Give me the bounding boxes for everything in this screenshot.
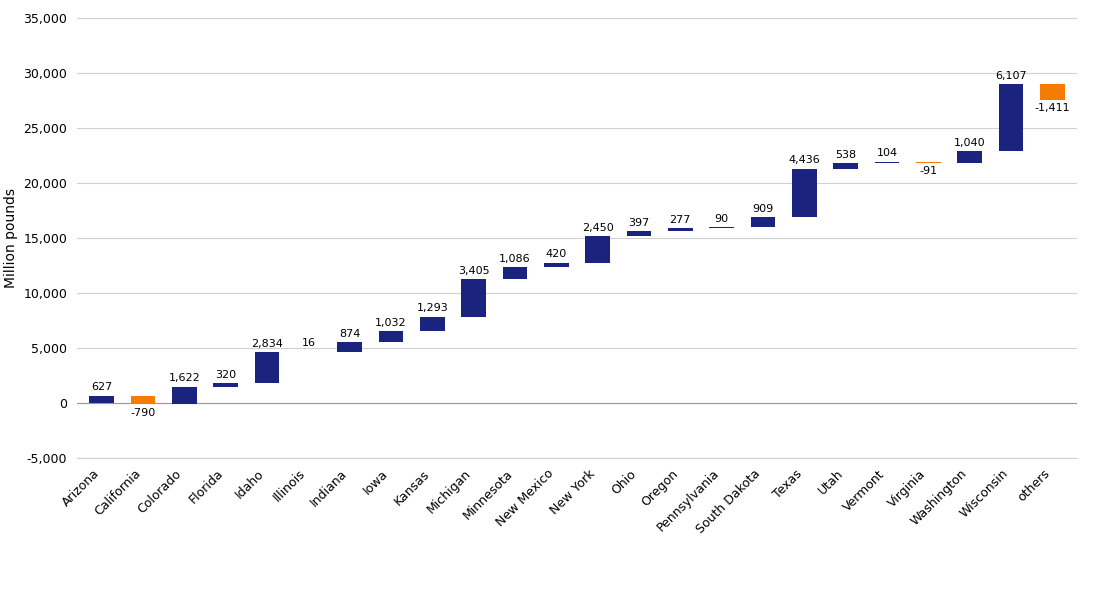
- Bar: [1040, 84, 1065, 99]
- Text: 320: 320: [215, 370, 236, 380]
- Text: -1,411: -1,411: [1034, 103, 1070, 113]
- Text: 397: 397: [629, 218, 650, 228]
- Text: -790: -790: [131, 407, 156, 418]
- Bar: [544, 263, 568, 267]
- Bar: [213, 383, 238, 387]
- Bar: [668, 228, 692, 231]
- Text: 104: 104: [876, 148, 898, 159]
- Bar: [131, 396, 155, 404]
- Bar: [999, 84, 1023, 151]
- Bar: [462, 279, 486, 317]
- Bar: [502, 267, 528, 279]
- Text: 1,293: 1,293: [417, 303, 448, 314]
- Bar: [89, 396, 114, 403]
- Bar: [171, 387, 197, 404]
- Text: 1,622: 1,622: [168, 373, 200, 383]
- Text: 909: 909: [753, 204, 774, 214]
- Text: 6,107: 6,107: [995, 71, 1026, 81]
- Text: 874: 874: [338, 329, 360, 339]
- Text: 420: 420: [546, 249, 567, 259]
- Bar: [586, 236, 610, 263]
- Text: 1,040: 1,040: [954, 138, 986, 148]
- Text: 2,834: 2,834: [251, 339, 282, 349]
- Text: 90: 90: [714, 214, 729, 224]
- Bar: [751, 217, 775, 228]
- Text: 538: 538: [835, 149, 856, 160]
- Bar: [957, 151, 983, 163]
- Text: -91: -91: [919, 166, 937, 176]
- Text: 627: 627: [91, 382, 112, 392]
- Bar: [792, 169, 817, 217]
- Bar: [420, 317, 445, 331]
- Text: 2,450: 2,450: [581, 223, 613, 232]
- Text: 16: 16: [301, 339, 315, 348]
- Text: 3,405: 3,405: [458, 266, 489, 276]
- Text: 4,436: 4,436: [788, 156, 820, 165]
- Bar: [255, 352, 279, 383]
- Bar: [833, 163, 858, 169]
- Bar: [875, 162, 899, 163]
- Bar: [379, 331, 403, 342]
- Y-axis label: Million pounds: Million pounds: [3, 188, 18, 288]
- Bar: [337, 342, 362, 352]
- Bar: [626, 231, 652, 236]
- Bar: [915, 162, 941, 163]
- Text: 1,086: 1,086: [499, 254, 531, 264]
- Text: 277: 277: [669, 215, 691, 225]
- Text: 1,032: 1,032: [375, 318, 407, 328]
